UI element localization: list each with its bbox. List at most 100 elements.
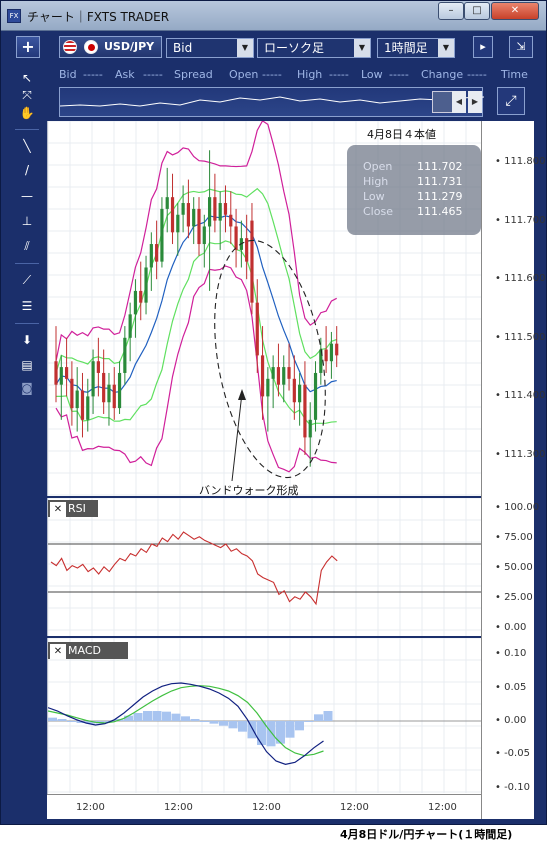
- macd-histogram-bar: [314, 714, 323, 721]
- navigator-right-icon[interactable]: ▶: [468, 91, 482, 113]
- macd-histogram-bar: [323, 711, 333, 721]
- y-tick-label: • 75.00: [495, 532, 533, 543]
- add-chart-button[interactable]: +: [16, 36, 40, 58]
- marker-tool-icon[interactable]: ╲: [23, 139, 31, 153]
- macd-histogram-bar: [285, 721, 295, 738]
- list-icon[interactable]: ▤: [21, 358, 33, 372]
- chart-style-select[interactable]: ローソク足 ▼: [257, 38, 371, 58]
- ask-label: Ask: [115, 68, 135, 81]
- candle-body: [117, 372, 122, 409]
- close-panel-icon[interactable]: ✕: [50, 644, 66, 659]
- candle-body: [70, 378, 74, 409]
- macd-chart: [48, 638, 481, 793]
- move-tool-icon[interactable]: ⤧: [22, 88, 32, 102]
- rsi-panel-tag[interactable]: ✕ RSI: [48, 500, 98, 517]
- macd-histogram-bar: [181, 716, 190, 721]
- y-tick-label: • 111.700: [495, 214, 546, 226]
- title-bar[interactable]: FX チャート｜FXTS TRADER – □ ✕: [1, 1, 546, 31]
- figure-caption: 4月8日ドル/円チャート(１時間足): [340, 828, 513, 841]
- y-tick-label: • 111.300: [495, 448, 546, 460]
- open-label: Open: [229, 68, 259, 81]
- candle-body: [102, 372, 106, 403]
- candle-body: [223, 203, 228, 215]
- price-type-select[interactable]: Bid ▼: [166, 38, 254, 58]
- annotation-arrow: [231, 392, 243, 482]
- macd-histogram-bar: [76, 721, 86, 723]
- candle-body: [170, 197, 175, 233]
- vertical-line-tool-icon[interactable]: ⊥: [21, 214, 33, 228]
- zoom-fit-icon[interactable]: ⤢: [497, 87, 525, 115]
- toolbar-scroll-button[interactable]: ▸: [473, 36, 493, 58]
- y-tick-label: • 100.00: [495, 502, 540, 513]
- navigator-line: [59, 96, 485, 107]
- candle-body: [54, 361, 58, 385]
- candle-body: [229, 214, 233, 227]
- close-panel-icon[interactable]: ✕: [50, 502, 66, 517]
- y-tick-label: • 111.500: [495, 331, 546, 343]
- low-value: -----: [389, 68, 409, 81]
- y-tick-label: • 50.00: [495, 562, 533, 573]
- candle-body: [149, 244, 153, 268]
- candle-body: [197, 208, 201, 245]
- macd-panel-tag[interactable]: ✕ MACD: [48, 642, 128, 659]
- fibonacci-tool-icon[interactable]: ☰: [21, 299, 33, 313]
- candle-body: [276, 367, 281, 385]
- y-tick-label: • -0.10: [495, 781, 530, 793]
- macd-histogram-bar: [133, 713, 143, 721]
- candle-body: [123, 337, 127, 373]
- candle-body: [139, 290, 143, 303]
- hand-tool-icon[interactable]: ✋: [19, 106, 35, 120]
- bollinger-upper-line: [55, 121, 337, 362]
- navigator-strip[interactable]: [59, 87, 485, 117]
- fan-tool-icon[interactable]: ⟋: [22, 273, 32, 287]
- macd-histogram-bar: [200, 721, 209, 722]
- macd-histogram-bar: [190, 719, 200, 721]
- arrow-down-icon[interactable]: ⬇: [21, 333, 33, 347]
- pointer-tool-icon[interactable]: ↖: [21, 71, 33, 85]
- trendline-tool-icon[interactable]: /: [24, 163, 30, 177]
- candle-body: [202, 226, 206, 245]
- vertical-scrollbar[interactable]: [534, 121, 544, 819]
- timeframe-select[interactable]: 1時間足 ▼: [377, 38, 455, 58]
- close-value: 111.465: [417, 205, 463, 218]
- candle-body: [266, 378, 270, 397]
- expand-button[interactable]: ⇲: [509, 36, 533, 58]
- candle-body: [176, 214, 180, 233]
- candle-body: [313, 372, 318, 420]
- macd-histogram-bar: [171, 713, 181, 721]
- spread-label: Spread: [174, 68, 213, 81]
- macd-histogram-bar: [219, 721, 228, 726]
- candle-body: [282, 367, 286, 385]
- panel-divider: [47, 496, 481, 498]
- y-tick-label: • 0.00: [495, 622, 527, 633]
- macd-line: [48, 682, 324, 765]
- macd-histogram-bar: [143, 711, 152, 721]
- jp-flag-icon: [84, 40, 98, 54]
- annotation-arrowhead: [238, 389, 246, 400]
- chart-style-value: ローソク足: [264, 41, 325, 55]
- y-tick-label: • 0.10: [495, 648, 527, 660]
- bid-label: Bid: [59, 68, 77, 81]
- chart-area[interactable]: [47, 121, 481, 819]
- chart-window: FX チャート｜FXTS TRADER – □ ✕ + USD/JPY Bid ▼…: [0, 0, 547, 825]
- close-button[interactable]: ✕: [491, 2, 539, 20]
- candle-body: [255, 302, 259, 356]
- macd-histogram-bar: [276, 721, 285, 744]
- camera-icon[interactable]: ◙: [21, 381, 33, 395]
- candle-body: [155, 244, 159, 262]
- candle-body: [260, 355, 265, 397]
- channel-tool-icon[interactable]: ⫽: [24, 239, 30, 253]
- horizontal-line-tool-icon[interactable]: —: [21, 189, 33, 203]
- bollinger-lower-1sigma-line: [56, 240, 337, 426]
- navigator-left-icon[interactable]: ◀: [452, 91, 466, 113]
- high-value: -----: [329, 68, 349, 81]
- maximize-button[interactable]: □: [464, 2, 490, 20]
- us-flag-icon: [63, 40, 77, 54]
- candle-body: [324, 349, 328, 362]
- macd-histogram-bar: [228, 721, 238, 729]
- macd-histogram-bar: [152, 711, 162, 721]
- ohlc-header: 4月8日４本値: [367, 128, 436, 141]
- chevron-down-icon: ▼: [438, 39, 454, 57]
- minimize-button[interactable]: –: [438, 2, 464, 20]
- ask-value: -----: [143, 68, 163, 81]
